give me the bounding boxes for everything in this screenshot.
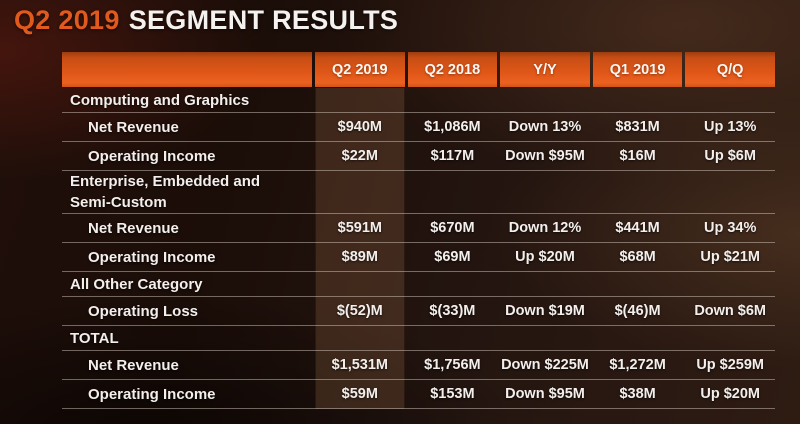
- row-value: Down $95M: [505, 148, 585, 164]
- table-row: Net Revenue $1,531M $1,756M Down $225M $1,2…: [62, 351, 775, 380]
- row-label: Enterprise, Embedded and Semi-Custom: [70, 173, 261, 211]
- row-label: Net Revenue: [88, 356, 179, 374]
- table-row: All Other Category: [62, 272, 775, 297]
- column-header: [62, 52, 312, 87]
- row-value: $940M: [337, 119, 382, 135]
- column-header: Y/Y: [500, 52, 590, 87]
- table-row: Operating Loss $(52)M $(33)M Down $19M $(46…: [62, 297, 775, 326]
- row-value: $59M: [341, 386, 378, 402]
- row-value: Up 13%: [703, 119, 757, 135]
- row-value: $1,272M: [609, 357, 666, 373]
- column-header: Q1 2019: [592, 52, 683, 87]
- table-body: Computing and Graphics Net Revenue $940M…: [62, 88, 775, 409]
- title-quarter: Q2 2019: [14, 5, 120, 35]
- row-value: Down $225M: [501, 357, 589, 373]
- row-label: Net Revenue: [88, 118, 179, 136]
- table-row: Net Revenue $591M $670M Down 12% $441M Up 34…: [62, 214, 775, 243]
- row-value: Down 13%: [508, 119, 582, 135]
- page-title: Q2 2019 SEGMENT RESULTS: [14, 5, 398, 36]
- table-row: Operating Income $59M $153M Down $95M $38M U…: [62, 380, 775, 409]
- table-row: Enterprise, Embedded and Semi-Custom: [62, 171, 775, 214]
- row-value: Down 12%: [508, 220, 582, 236]
- table-row: Operating Income $22M $117M Down $95M $16M U…: [62, 142, 775, 171]
- row-value: Down $19M: [505, 303, 585, 319]
- row-value: $69M: [434, 249, 471, 265]
- column-header: Q/Q: [685, 52, 775, 87]
- column-header: Q2 2018: [407, 52, 498, 87]
- column-header: Q2 2019: [315, 52, 405, 87]
- row-value: $16M: [619, 148, 656, 164]
- row-label: TOTAL: [70, 329, 119, 347]
- row-value: $1,756M: [424, 357, 481, 373]
- title-text: SEGMENT RESULTS: [128, 5, 399, 35]
- row-value: $89M: [341, 249, 378, 265]
- row-value: Up $259M: [696, 357, 765, 373]
- row-value: $117M: [430, 148, 475, 164]
- row-value: $22M: [341, 148, 378, 164]
- row-value: $1,086M: [424, 119, 481, 135]
- segment-results-table: Q2 2019 Q2 2018 Y/Y Q1 2019 Q/Q Computing an…: [62, 52, 775, 409]
- table-header-row: Q2 2019 Q2 2018 Y/Y Q1 2019 Q/Q: [62, 52, 775, 87]
- row-value: $153M: [430, 386, 475, 402]
- row-label: Operating Income: [88, 248, 216, 266]
- row-value: $591M: [337, 220, 382, 236]
- row-value: $831M: [615, 119, 660, 135]
- row-label: Computing and Graphics: [70, 91, 250, 109]
- row-label: All Other Category: [70, 275, 203, 293]
- row-value: Down $95M: [505, 386, 585, 402]
- table-row: TOTAL: [62, 326, 775, 351]
- row-value: $(52)M: [336, 303, 383, 319]
- row-value: Up $6M: [704, 148, 756, 164]
- row-value: $441M: [615, 220, 660, 236]
- table-row: Net Revenue $940M $1,086M Down 13% $831M Up …: [62, 113, 775, 142]
- row-value: $(46)M: [614, 303, 661, 319]
- row-value: $(33)M: [429, 303, 476, 319]
- row-label: Net Revenue: [88, 219, 179, 237]
- row-label: Operating Income: [88, 385, 216, 403]
- row-value: $68M: [619, 249, 656, 265]
- row-label: Operating Loss: [88, 302, 199, 320]
- table-row: Operating Income $89M $69M Up $20M $68M Up $…: [62, 243, 775, 272]
- row-value: Up $20M: [700, 386, 760, 402]
- row-value: Down $6M: [694, 303, 767, 319]
- row-value: Up $21M: [700, 249, 760, 265]
- row-label: Operating Income: [88, 147, 216, 165]
- row-value: $38M: [619, 386, 656, 402]
- row-value: $1,531M: [331, 357, 389, 373]
- table-row: Computing and Graphics: [62, 88, 775, 113]
- row-value: Up 34%: [703, 220, 757, 236]
- row-value: $670M: [430, 220, 475, 236]
- row-value: Up $20M: [515, 249, 575, 265]
